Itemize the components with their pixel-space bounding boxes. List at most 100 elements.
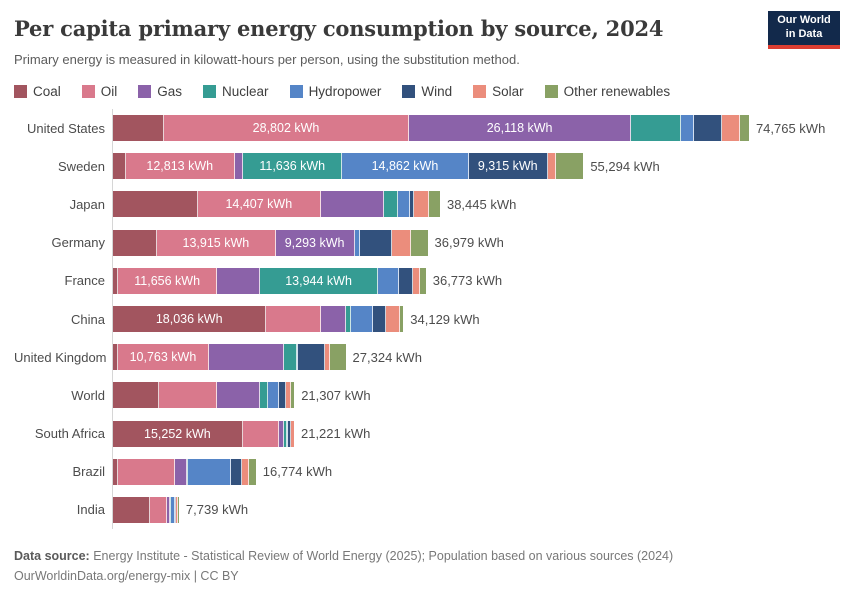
bar-segment-wind [174, 496, 177, 523]
bar-segment-nuclear [631, 115, 681, 142]
bar-segment-wind [694, 115, 723, 142]
stacked-bar: 15,252 kWh [113, 420, 294, 447]
legend-item-wind: Wind [402, 84, 452, 99]
row-label: China [71, 311, 105, 327]
legend-swatch-icon [14, 85, 27, 98]
owid-logo-line2: in Data [785, 28, 823, 40]
bar-segment-hydropower [297, 344, 299, 371]
stacked-bar: 28,802 kWh 26,118 kWh [113, 115, 749, 142]
bar-segment-other-renewables [740, 115, 749, 142]
bar-segment-wind: 9,315 kWh [468, 153, 548, 180]
plot-area: 15,252 kWh 21,221 kWh [112, 414, 371, 453]
row-label: United States [26, 120, 105, 136]
bar-row-france: France 11,656 kWh 13,944 kWh 36,773 kWh [14, 261, 836, 300]
legend-item-coal: Coal [14, 84, 61, 99]
bar-segment-gas [209, 344, 285, 371]
bar-segment-oil [242, 420, 280, 447]
segment-value-label: 14,862 kWh [371, 159, 439, 174]
bar-row-germany: Germany 13,915 kWh 9,293 kWh 36,979 kWh [14, 223, 836, 262]
bar-segment-gas: 26,118 kWh [409, 115, 632, 142]
bar-segment-solar [176, 496, 178, 523]
bar-segment-hydropower [171, 496, 175, 523]
bar-segment-coal [113, 344, 118, 371]
stacked-bar-chart: United States 28,802 kWh 26,118 kWh 74,765 … [14, 109, 836, 530]
segment-value-label: 11,656 kWh [134, 273, 201, 288]
legend-swatch-icon [473, 85, 487, 98]
legend-swatch-icon [138, 85, 152, 98]
legend-item-hydropower: Hydropower [289, 84, 382, 99]
bar-segment-oil [266, 306, 322, 333]
stacked-bar: 18,036 kWh [113, 306, 404, 333]
bar-segment-wind [410, 191, 414, 218]
plot-area: 14,407 kWh 38,445 kWh [112, 185, 516, 224]
bar-segment-gas [217, 382, 261, 409]
license-line: OurWorldinData.org/energy-mix | CC BY [14, 569, 239, 583]
segment-value-label: 12,813 kWh [146, 159, 214, 174]
bar-segment-solar [290, 420, 294, 447]
segment-value-label: 26,118 kWh [486, 121, 553, 136]
chart-title: Per capita primary energy consumption by… [14, 16, 664, 41]
bar-segment-other-renewables [429, 191, 440, 218]
bar-segment-oil: 13,915 kWh [157, 229, 276, 256]
bar-row-united-states: United States 28,802 kWh 26,118 kWh 74,765 … [14, 109, 836, 148]
total-value-label: 55,294 kWh [590, 158, 660, 174]
bar-segment-solar [386, 306, 400, 333]
legend-item-other-renewables: Other renewables [544, 84, 670, 99]
segment-value-label: 11,636 kWh [259, 159, 326, 174]
bar-segment-other-renewables [399, 306, 404, 333]
bar-row-china: China 18,036 kWh 34,129 kWh [14, 299, 836, 339]
bar-segment-nuclear [346, 306, 352, 333]
bar-segment-oil: 12,813 kWh [125, 153, 235, 180]
bar-segment-coal [113, 382, 159, 409]
segment-value-label: 9,315 kWh [477, 159, 538, 174]
bar-segment-oil: 10,763 kWh [117, 344, 210, 371]
total-value-label: 27,324 kWh [352, 349, 422, 365]
plot-area: 12,813 kWh 11,636 kWh 14,862 kWh 9,315 kWh 5… [112, 147, 660, 186]
bar-segment-nuclear [260, 382, 268, 409]
bar-segment-coal [113, 229, 158, 256]
legend-label: Gas [157, 84, 183, 99]
segment-value-label: 14,407 kWh [225, 197, 293, 212]
legend-swatch-icon [81, 85, 95, 98]
data-source-label: Data source: [14, 549, 90, 563]
bar-segment-nuclear [284, 344, 298, 371]
segment-value-label: 13,915 kWh [182, 235, 250, 250]
total-value-label: 21,221 kWh [300, 426, 371, 442]
owid-logo: Our World in Data [768, 11, 840, 49]
row-label: Germany [51, 235, 105, 251]
bar-row-india: India 7,739 kWh [14, 490, 836, 530]
bar-segment-gas [217, 267, 260, 294]
segment-value-label: 10,763 kWh [129, 350, 197, 365]
bar-segment-gas: 9,293 kWh [275, 229, 355, 256]
legend-label: Hydropower [308, 84, 382, 99]
segment-value-label: 28,802 kWh [252, 121, 320, 136]
legend-swatch-icon [544, 85, 558, 98]
bar-segment-gas [279, 420, 284, 447]
legend-swatch-icon [203, 85, 217, 98]
bar-segment-solar [324, 344, 330, 371]
bar-segment-wind [398, 267, 414, 294]
stacked-bar: 13,915 kWh 9,293 kWh [113, 229, 428, 256]
bar-segment-gas [320, 191, 384, 218]
row-label: South Africa [34, 426, 105, 442]
bar-segment-coal [113, 267, 119, 294]
row-label: Sweden [58, 158, 105, 174]
legend-label: Solar [492, 84, 524, 99]
plot-area: 21,307 kWh [112, 376, 371, 415]
bar-row-south-africa: South Africa 15,252 kWh 21,221 kWh [14, 414, 836, 453]
bar-segment-hydropower [267, 382, 279, 409]
bar-row-world: World 21,307 kWh [14, 376, 836, 415]
stacked-bar [113, 496, 179, 523]
legend: Coal Oil Gas Nuclear Hydropower Wind Solar Othe… [14, 84, 670, 99]
bar-segment-other-renewables [248, 458, 256, 485]
row-label: World [71, 387, 105, 403]
bar-segment-wind [298, 344, 325, 371]
bar-segment-gas [174, 458, 188, 485]
bar-segment-oil [158, 382, 218, 409]
legend-swatch-icon [289, 85, 303, 98]
bar-segment-coal [113, 458, 118, 485]
bar-segment-other-renewables [177, 496, 179, 523]
bar-segment-coal [113, 191, 199, 218]
bar-segment-hydropower [188, 458, 231, 485]
